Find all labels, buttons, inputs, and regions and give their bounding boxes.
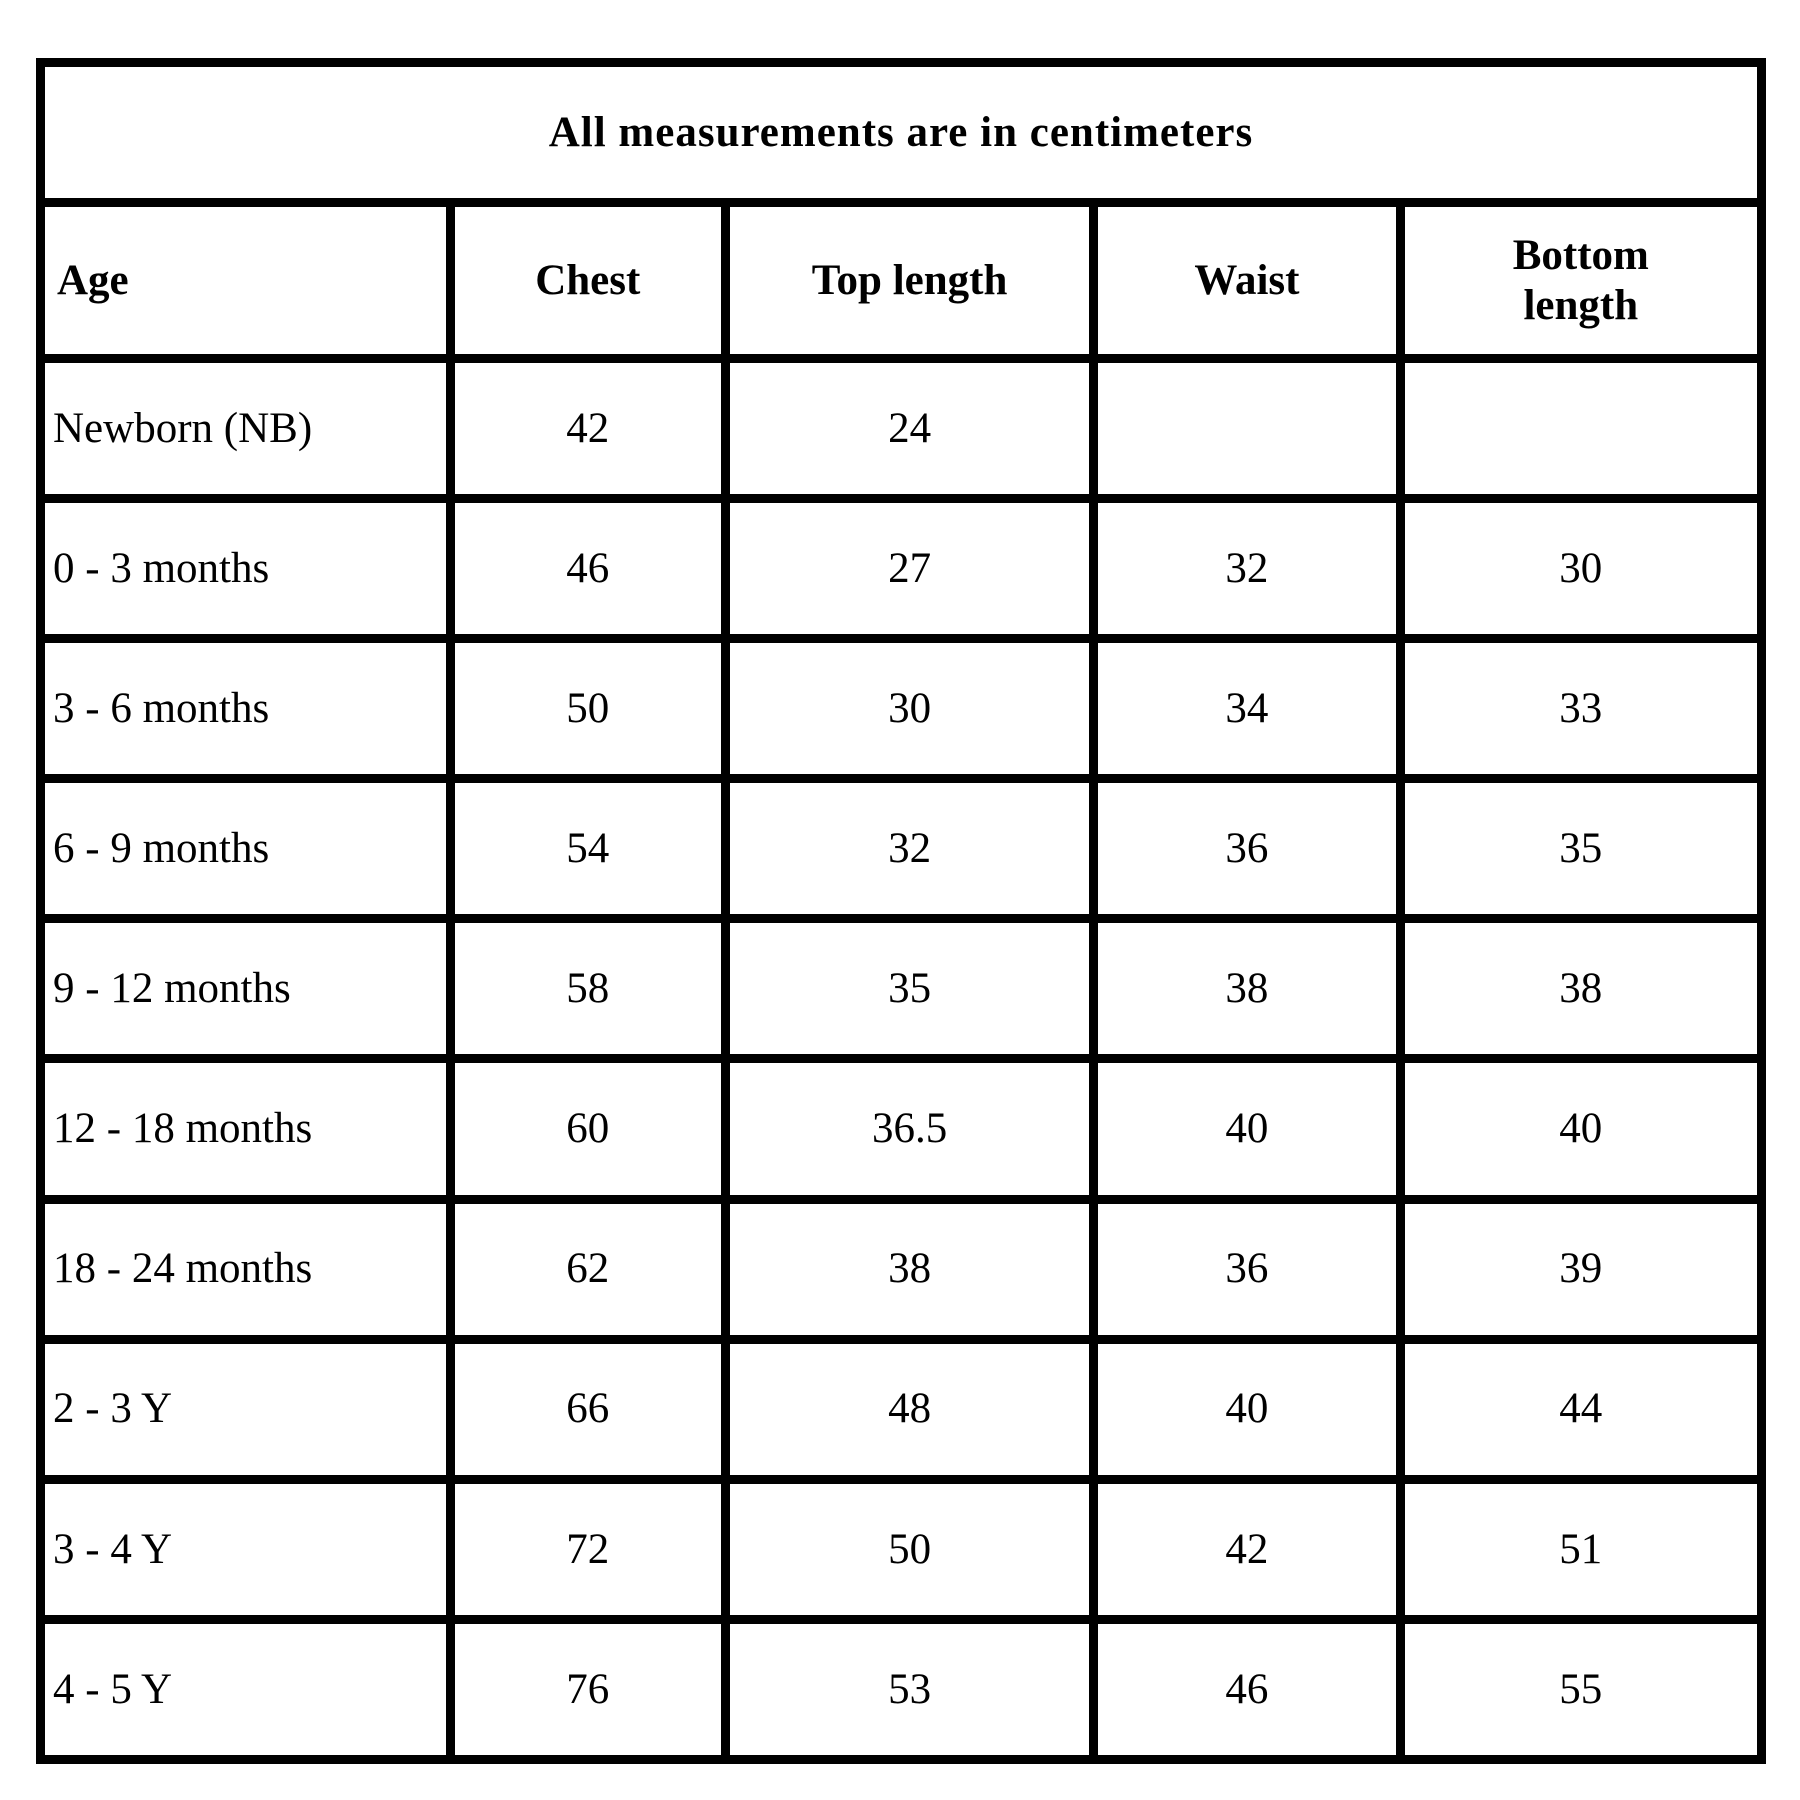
table-row: 3 - 4 Y 72 50 42 51 <box>36 1474 1767 1624</box>
chest-cell: 72 <box>445 1474 730 1624</box>
table-row: 2 - 3 Y 66 48 40 44 <box>36 1334 1767 1484</box>
waist-cell: 36 <box>1089 1194 1405 1344</box>
table-row: 18 - 24 months 62 38 36 39 <box>36 1194 1767 1344</box>
chest-cell: 62 <box>445 1194 730 1344</box>
waist-cell: 38 <box>1089 914 1405 1064</box>
bottom-length-cell: 40 <box>1395 1054 1767 1204</box>
size-chart-table: All measurements are in centimeters Age … <box>36 58 1767 1765</box>
age-cell: 6 - 9 months <box>36 774 455 924</box>
column-header-bottom-length: Bottom length <box>1395 198 1767 363</box>
table-row: 0 - 3 months 46 27 32 30 <box>36 494 1767 644</box>
top-length-cell: 53 <box>720 1614 1099 1765</box>
age-cell: 3 - 6 months <box>36 634 455 784</box>
chest-cell: 66 <box>445 1334 730 1484</box>
bottom-length-cell: 55 <box>1395 1614 1767 1765</box>
column-header-top-length: Top length <box>720 198 1099 363</box>
table-row: 4 - 5 Y 76 53 46 55 <box>36 1614 1767 1765</box>
bottom-length-cell: 33 <box>1395 634 1767 784</box>
top-length-cell: 38 <box>720 1194 1099 1344</box>
table-row: 9 - 12 months 58 35 38 38 <box>36 914 1767 1064</box>
header-row: Age Chest Top length Waist Bottom length <box>36 198 1767 363</box>
bottom-length-cell: 39 <box>1395 1194 1767 1344</box>
column-header-chest: Chest <box>445 198 730 363</box>
age-cell: 9 - 12 months <box>36 914 455 1064</box>
top-length-cell: 35 <box>720 914 1099 1064</box>
age-cell: 0 - 3 months <box>36 494 455 644</box>
column-header-waist: Waist <box>1089 198 1405 363</box>
chest-cell: 42 <box>445 353 730 504</box>
age-cell: 2 - 3 Y <box>36 1334 455 1484</box>
bottom-length-cell <box>1395 353 1767 504</box>
table-row: 6 - 9 months 54 32 36 35 <box>36 774 1767 924</box>
top-length-cell: 24 <box>720 353 1099 504</box>
column-header-age: Age <box>36 198 455 363</box>
table-row: 3 - 6 months 50 30 34 33 <box>36 634 1767 784</box>
top-length-cell: 32 <box>720 774 1099 924</box>
top-length-cell: 48 <box>720 1334 1099 1484</box>
age-cell: 18 - 24 months <box>36 1194 455 1344</box>
age-cell: 4 - 5 Y <box>36 1614 455 1765</box>
chest-cell: 46 <box>445 494 730 644</box>
chest-cell: 76 <box>445 1614 730 1765</box>
bottom-length-cell: 38 <box>1395 914 1767 1064</box>
chest-cell: 60 <box>445 1054 730 1204</box>
age-cell: 3 - 4 Y <box>36 1474 455 1624</box>
waist-cell <box>1089 353 1405 504</box>
chest-cell: 58 <box>445 914 730 1064</box>
top-length-cell: 36.5 <box>720 1054 1099 1204</box>
age-cell: 12 - 18 months <box>36 1054 455 1204</box>
waist-cell: 36 <box>1089 774 1405 924</box>
bottom-length-cell: 44 <box>1395 1334 1767 1484</box>
top-length-cell: 50 <box>720 1474 1099 1624</box>
waist-cell: 40 <box>1089 1334 1405 1484</box>
waist-cell: 46 <box>1089 1614 1405 1765</box>
bottom-length-cell: 51 <box>1395 1474 1767 1624</box>
chest-cell: 50 <box>445 634 730 784</box>
chest-cell: 54 <box>445 774 730 924</box>
top-length-cell: 27 <box>720 494 1099 644</box>
waist-cell: 34 <box>1089 634 1405 784</box>
waist-cell: 32 <box>1089 494 1405 644</box>
top-length-cell: 30 <box>720 634 1099 784</box>
table-row: 12 - 18 months 60 36.5 40 40 <box>36 1054 1767 1204</box>
bottom-length-cell: 30 <box>1395 494 1767 644</box>
waist-cell: 42 <box>1089 1474 1405 1624</box>
waist-cell: 40 <box>1089 1054 1405 1204</box>
age-cell: Newborn (NB) <box>36 353 455 504</box>
column-header-bottom-length-label: Bottom length <box>1512 232 1649 329</box>
table-row: Newborn (NB) 42 24 <box>36 353 1767 504</box>
title-row: All measurements are in centimeters <box>36 58 1766 207</box>
bottom-length-cell: 35 <box>1395 774 1767 924</box>
table-title: All measurements are in centimeters <box>36 58 1766 207</box>
